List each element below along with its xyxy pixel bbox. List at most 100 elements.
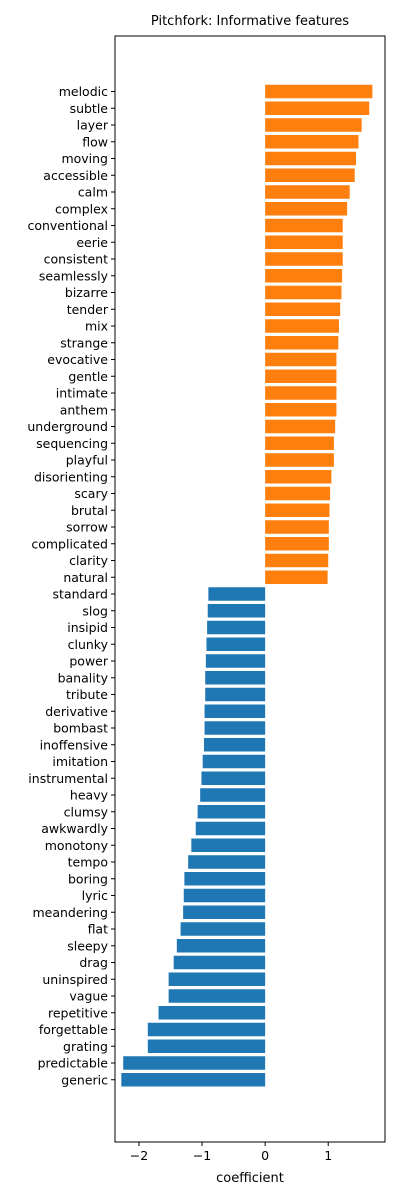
bar-slog xyxy=(207,604,266,618)
y-tick-label: underground xyxy=(27,419,108,434)
y-tick-label: evocative xyxy=(47,352,108,367)
y-tick-label: brutal xyxy=(71,503,108,518)
bar-playful xyxy=(265,453,334,467)
y-tick-label: grating xyxy=(63,1039,108,1054)
y-tick-label: clumsy xyxy=(64,804,109,819)
bar-predictable xyxy=(123,1056,266,1070)
y-tick-label: generic xyxy=(61,1072,108,1087)
y-tick-label: consistent xyxy=(44,252,108,267)
bar-uninspired xyxy=(168,972,266,986)
bar-mix xyxy=(265,319,339,333)
y-tick-label: sequencing xyxy=(36,436,108,451)
y-tick-label: eerie xyxy=(76,235,108,250)
y-tick-label: uninspired xyxy=(42,972,108,987)
y-tick-label: monotony xyxy=(45,838,109,853)
bar-derivative xyxy=(204,704,266,718)
y-tick-label: natural xyxy=(63,570,108,585)
chart-title: Pitchfork: Informative features xyxy=(151,14,349,29)
x-tick-label: −2 xyxy=(130,1148,148,1163)
y-tick-label: standard xyxy=(53,587,108,602)
y-tick-label: meandering xyxy=(32,905,108,920)
bar-strange xyxy=(265,336,339,350)
y-tick-label: tender xyxy=(67,302,109,317)
y-tick-label: intimate xyxy=(56,386,109,401)
bar-complex xyxy=(265,202,348,216)
bar-banality xyxy=(205,671,266,685)
bar-scary xyxy=(265,486,331,501)
bar-forgettable xyxy=(147,1022,266,1037)
y-tick-label: lyric xyxy=(82,888,108,903)
bar-flow xyxy=(265,135,359,149)
y-tick-label: forgettable xyxy=(39,1022,108,1037)
bar-tribute xyxy=(205,687,266,702)
bar-awkwardly xyxy=(195,821,266,836)
bar-accessible xyxy=(265,168,355,182)
bar-clunky xyxy=(206,637,266,651)
bar-drag xyxy=(173,955,266,970)
bar-bizarre xyxy=(265,285,342,300)
y-tick-label: heavy xyxy=(70,788,109,803)
bar-standard xyxy=(208,587,266,601)
bar-natural xyxy=(265,570,328,584)
bar-underground xyxy=(265,419,336,434)
y-tick-label: imitation xyxy=(52,754,108,769)
bar-complicated xyxy=(265,537,329,551)
y-tick-label: clunky xyxy=(68,637,109,652)
bar-clumsy xyxy=(197,805,266,819)
x-tick-label: −1 xyxy=(193,1148,211,1163)
y-tick-label: gentle xyxy=(68,369,108,384)
bar-conventional xyxy=(265,218,343,233)
y-tick-label: bombast xyxy=(53,721,108,736)
bar-instrumental xyxy=(201,771,266,785)
y-tick-label: boring xyxy=(68,871,108,886)
y-tick-label: mix xyxy=(85,319,108,334)
bar-brutal xyxy=(265,503,330,517)
y-tick-label: clarity xyxy=(69,553,109,568)
y-tick-label: accessible xyxy=(43,168,108,183)
bar-monotony xyxy=(191,838,266,852)
bar-grating xyxy=(147,1039,266,1053)
y-tick-label: tribute xyxy=(66,687,108,702)
bar-anthem xyxy=(265,403,337,417)
y-tick-label: complicated xyxy=(31,536,108,551)
bar-insipid xyxy=(207,620,266,635)
y-tick-label: banality xyxy=(58,670,109,685)
y-tick-label: disorienting xyxy=(34,469,108,484)
bars-group xyxy=(121,84,373,1087)
bar-consistent xyxy=(265,252,343,266)
bar-intimate xyxy=(265,386,337,400)
y-tick-label: predictable xyxy=(38,1056,109,1071)
y-tick-label: layer xyxy=(77,118,109,133)
bar-boring xyxy=(184,872,266,886)
bar-tempo xyxy=(188,855,266,869)
y-tick-label: derivative xyxy=(45,704,108,719)
bar-vague xyxy=(168,989,266,1003)
y-tick-label: seamlessly xyxy=(39,268,109,283)
y-tick-label: playful xyxy=(66,453,108,468)
y-tick-label: repetitive xyxy=(48,1005,108,1020)
y-tick-label: sorrow xyxy=(66,520,108,535)
y-tick-label: slog xyxy=(82,603,108,618)
y-tick-label: subtle xyxy=(70,101,109,116)
x-axis-label: coefficient xyxy=(216,1171,284,1186)
plot-frame xyxy=(114,35,386,1143)
bar-imitation xyxy=(202,754,266,769)
x-tick-label: 0 xyxy=(261,1148,269,1163)
bar-sorrow xyxy=(265,520,329,534)
bar-subtle xyxy=(265,101,370,115)
bar-sleepy xyxy=(176,939,266,953)
y-tick-label: moving xyxy=(61,151,108,166)
bar-evocative xyxy=(265,352,337,367)
bar-generic xyxy=(121,1073,266,1087)
y-tick-label: calm xyxy=(78,185,108,200)
bar-meandering xyxy=(183,905,266,919)
bar-melodic xyxy=(265,84,373,99)
bar-clarity xyxy=(265,553,329,568)
bar-lyric xyxy=(183,888,266,903)
bar-moving xyxy=(265,151,356,166)
y-tick-label: inoffensive xyxy=(40,737,109,752)
y-tick-label: conventional xyxy=(27,218,108,233)
